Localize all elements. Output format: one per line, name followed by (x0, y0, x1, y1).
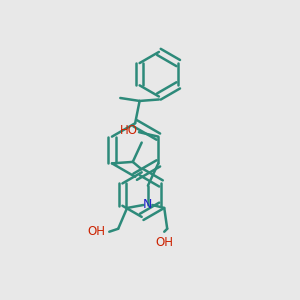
Text: N: N (143, 199, 153, 212)
Text: HO: HO (120, 124, 138, 137)
Text: OH: OH (155, 236, 173, 249)
Text: OH: OH (87, 225, 105, 238)
